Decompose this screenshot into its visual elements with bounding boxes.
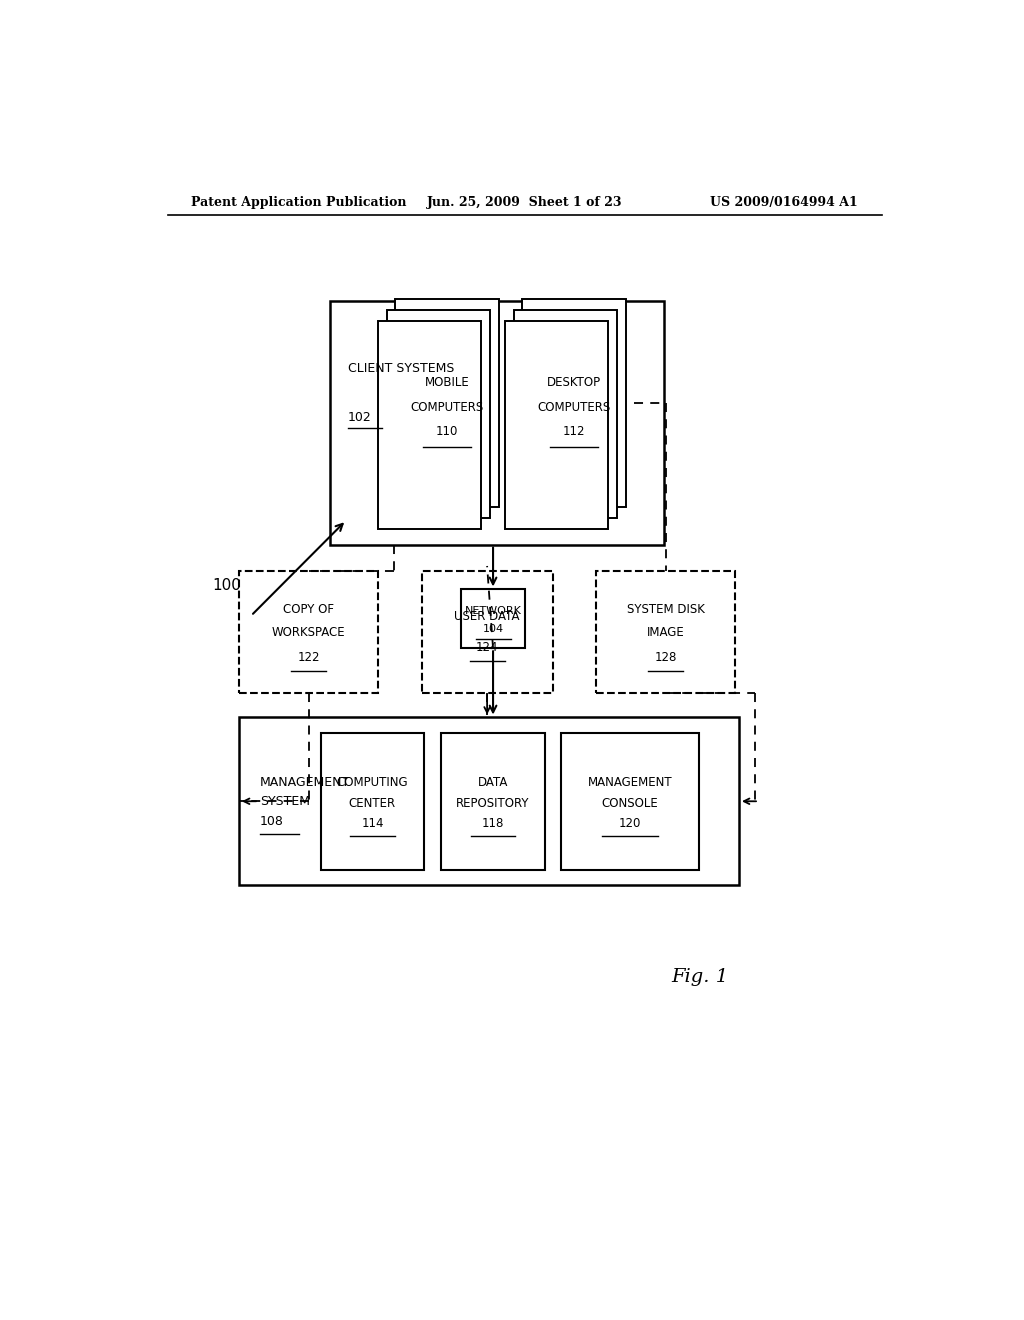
Bar xyxy=(321,733,424,870)
Text: REPOSITORY: REPOSITORY xyxy=(457,797,529,809)
Bar xyxy=(522,298,626,507)
Text: Jun. 25, 2009  Sheet 1 of 23: Jun. 25, 2009 Sheet 1 of 23 xyxy=(427,195,623,209)
Text: WORKSPACE: WORKSPACE xyxy=(271,626,345,639)
Text: 114: 114 xyxy=(361,817,384,830)
Text: COPY OF: COPY OF xyxy=(283,603,334,616)
Text: DESKTOP: DESKTOP xyxy=(547,376,601,389)
Text: IMAGE: IMAGE xyxy=(647,626,684,639)
Text: 112: 112 xyxy=(563,425,586,438)
Bar xyxy=(505,321,608,529)
Text: COMPUTERS: COMPUTERS xyxy=(411,401,483,414)
Text: US 2009/0164994 A1: US 2009/0164994 A1 xyxy=(711,195,858,209)
Bar xyxy=(596,572,735,693)
Bar xyxy=(461,589,525,648)
Bar xyxy=(422,572,553,693)
Text: CLIENT SYSTEMS: CLIENT SYSTEMS xyxy=(348,363,455,375)
Text: 124: 124 xyxy=(476,640,499,653)
Text: 110: 110 xyxy=(436,425,458,438)
Text: COMPUTING: COMPUTING xyxy=(337,776,409,789)
Text: 102: 102 xyxy=(348,412,372,424)
Bar xyxy=(514,310,616,519)
Bar xyxy=(240,572,378,693)
Text: MANAGEMENT: MANAGEMENT xyxy=(588,776,673,789)
Text: 120: 120 xyxy=(618,817,641,830)
Text: DATA: DATA xyxy=(478,776,508,789)
Text: 104: 104 xyxy=(482,624,504,634)
Bar xyxy=(378,321,481,529)
Text: COMPUTERS: COMPUTERS xyxy=(538,401,610,414)
Text: 122: 122 xyxy=(297,651,319,664)
Bar xyxy=(395,298,499,507)
Text: 128: 128 xyxy=(654,651,677,664)
Text: MOBILE: MOBILE xyxy=(425,376,469,389)
Text: Patent Application Publication: Patent Application Publication xyxy=(191,195,407,209)
Text: USER DATA: USER DATA xyxy=(455,610,520,623)
Text: NETWORK: NETWORK xyxy=(465,606,521,615)
Bar xyxy=(387,310,489,519)
Text: CONSOLE: CONSOLE xyxy=(601,797,658,809)
Text: Fig. 1: Fig. 1 xyxy=(671,968,728,986)
Text: 108: 108 xyxy=(260,816,284,828)
Text: 118: 118 xyxy=(482,817,504,830)
Text: SYSTEM: SYSTEM xyxy=(260,795,309,808)
Bar xyxy=(441,733,545,870)
Bar xyxy=(240,718,739,886)
Text: 100: 100 xyxy=(213,578,242,593)
Text: MANAGEMENT: MANAGEMENT xyxy=(260,776,350,789)
Text: SYSTEM DISK: SYSTEM DISK xyxy=(627,603,705,616)
Bar xyxy=(331,301,664,545)
Text: CENTER: CENTER xyxy=(349,797,396,809)
Bar xyxy=(560,733,699,870)
